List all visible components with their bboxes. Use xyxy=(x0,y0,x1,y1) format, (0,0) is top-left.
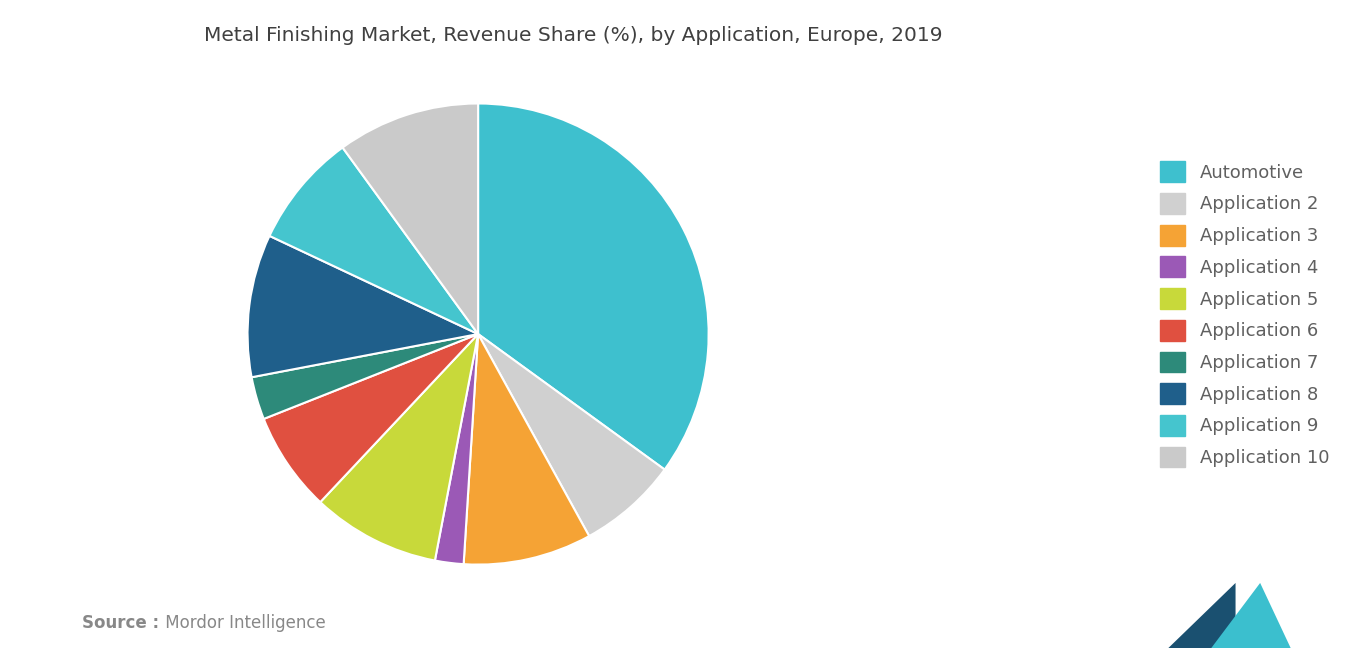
Wedge shape xyxy=(434,334,478,564)
Text: Source :: Source : xyxy=(82,614,158,632)
Wedge shape xyxy=(269,147,478,334)
Text: Metal Finishing Market, Revenue Share (%), by Application, Europe, 2019: Metal Finishing Market, Revenue Share (%… xyxy=(205,26,943,45)
Wedge shape xyxy=(478,334,665,536)
Polygon shape xyxy=(1168,583,1236,648)
Wedge shape xyxy=(463,334,589,565)
Wedge shape xyxy=(264,334,478,502)
Wedge shape xyxy=(320,334,478,561)
Wedge shape xyxy=(478,103,709,470)
Wedge shape xyxy=(251,334,478,419)
Wedge shape xyxy=(343,103,478,334)
Polygon shape xyxy=(1212,583,1291,648)
Wedge shape xyxy=(247,236,478,377)
Text: Mordor Intelligence: Mordor Intelligence xyxy=(160,614,325,632)
Legend: Automotive, Application 2, Application 3, Application 4, Application 5, Applicat: Automotive, Application 2, Application 3… xyxy=(1153,154,1336,475)
